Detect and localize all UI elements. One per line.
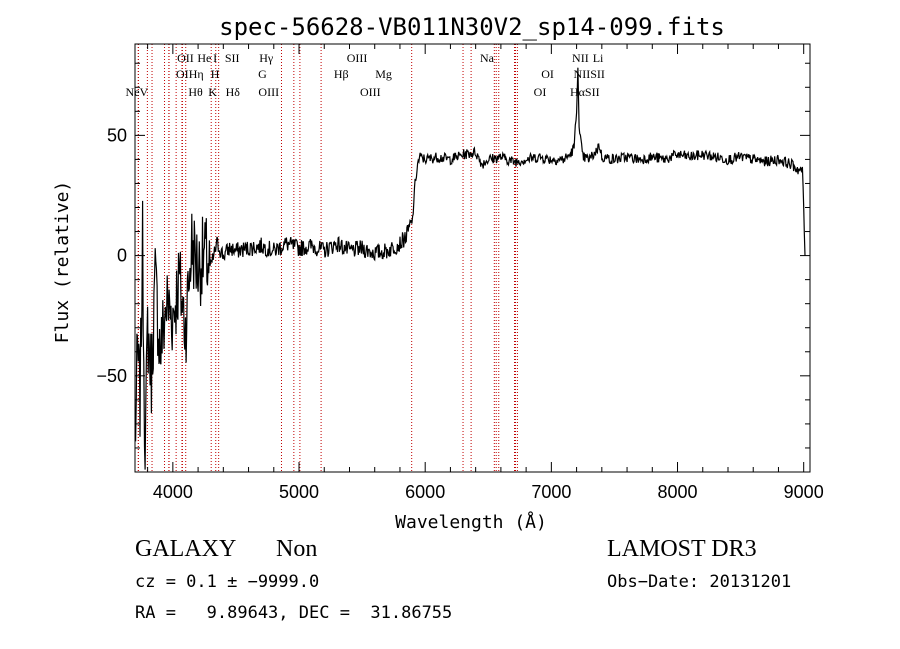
emission-line-label: Mg <box>375 67 392 81</box>
emission-line-label: He <box>197 51 211 65</box>
x-tick-label: 7000 <box>531 482 571 502</box>
object-subclass: Non <box>276 536 318 562</box>
x-tick-label: 8000 <box>657 482 697 502</box>
emission-line-label: Hγ <box>259 51 274 65</box>
emission-line-label: G <box>258 67 267 81</box>
emission-line-label: OIII <box>347 51 368 65</box>
object-class: GALAXY <box>135 536 237 562</box>
y-tick-label: 0 <box>117 246 127 266</box>
emission-line-label: OIII <box>258 85 279 99</box>
y-tick-label: −50 <box>96 366 127 386</box>
emission-line-labels: NeV OII OI Hθ He Hη IHK SII Hδ Hγ G OIII OIII Hβ OIII M… <box>126 51 605 99</box>
axis-ticks: 4000 5000 6000 7000 8000 9000 50 0 −50 <box>96 44 824 502</box>
emission-line-label: Na <box>480 51 495 65</box>
emission-line-label: OIII <box>360 85 381 99</box>
emission-line-label: HαSII <box>570 85 600 99</box>
x-axis-label: Wavelength (Å) <box>395 511 547 533</box>
x-tick-label: 5000 <box>279 482 319 502</box>
emission-line-label: SII <box>225 51 240 65</box>
emission-line-markers <box>137 44 518 472</box>
plot-frame <box>134 43 811 473</box>
emission-line-label: OI <box>176 67 189 81</box>
coordinates-line: RA = 9.89643, DEC = 31.86755 <box>135 603 453 623</box>
survey-name: LAMOST DR3 <box>607 536 757 562</box>
emission-line-label: Hδ <box>226 85 241 99</box>
emission-line-label: Hθ <box>188 85 203 99</box>
y-axis-label: Flux (relative) <box>52 181 73 344</box>
x-tick-label: 6000 <box>405 482 445 502</box>
emission-line-label: NIISII <box>574 67 605 81</box>
y-tick-label: 50 <box>107 125 127 145</box>
emission-line-label: NeV <box>126 85 149 99</box>
emission-line-label: Hη <box>189 67 204 81</box>
spectrum-series-line <box>134 67 806 470</box>
emission-line-label: I <box>213 51 217 65</box>
emission-line-label: OI <box>534 85 547 99</box>
emission-line-label: OI <box>541 67 554 81</box>
emission-line-label: Li <box>593 51 604 65</box>
chart-title: spec-56628-VB011N30V2_sp14-099.fits <box>219 13 725 41</box>
emission-line-label: K <box>208 85 217 99</box>
emission-line-label: NII <box>572 51 589 65</box>
redshift-line: cz = 0.1 ± −9999.0 <box>135 572 320 592</box>
x-tick-label: 9000 <box>784 482 824 502</box>
emission-line-label: Hβ <box>334 67 349 81</box>
x-tick-label: 4000 <box>153 482 193 502</box>
emission-line-label: OII <box>177 51 194 65</box>
observation-date: Obs−Date: 20131201 <box>607 572 792 592</box>
emission-line-label: H <box>211 67 220 81</box>
